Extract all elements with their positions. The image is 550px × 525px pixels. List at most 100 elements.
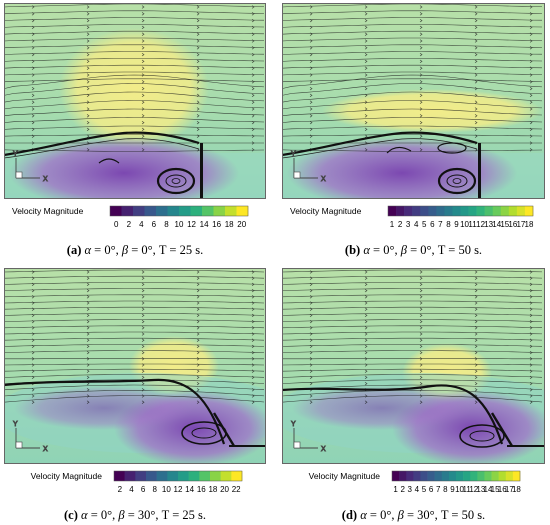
streamline-arrow: [141, 12, 145, 16]
wake-region-upstream: [14, 386, 194, 430]
streamline-arrow: [86, 357, 90, 361]
streamline-arrow: [196, 276, 200, 280]
colorbar-tick-label: 10: [455, 485, 464, 494]
streamline-arrow: [529, 394, 533, 398]
streamline-arrow: [419, 100, 423, 104]
colorbar-swatch: [133, 206, 145, 216]
streamline-arrow: [419, 148, 423, 152]
colorbar-swatch: [428, 206, 437, 216]
streamline-arrow: [141, 114, 145, 118]
streamline: [4, 44, 265, 49]
colorbar-tick-label: 1: [390, 220, 395, 229]
streamline-arrow: [309, 307, 313, 311]
streamline-arrow: [196, 301, 200, 305]
streamline-arrow: [141, 388, 145, 392]
caption-letter: (c): [64, 508, 78, 522]
caption-letter: (a): [66, 243, 82, 257]
streamline-arrow: [251, 344, 255, 349]
streamline-arrow: [141, 5, 145, 9]
streamline-arrow: [309, 107, 313, 111]
streamline-arrow: [309, 52, 313, 57]
colorbar-tick-label: 16: [197, 485, 206, 494]
streamline: [4, 368, 265, 372]
colorbar-tick-label: 2: [118, 485, 123, 494]
streamline-arrow: [474, 73, 478, 77]
streamline-arrow: [474, 127, 478, 132]
streamline: [282, 379, 543, 384]
streamline-arrow: [419, 313, 423, 318]
streamline-arrow: [474, 332, 478, 336]
colorbar-tick-label: 16: [212, 220, 221, 229]
streamline: [282, 24, 543, 28]
plot-frame: [4, 3, 266, 199]
streamline-arrow: [31, 59, 35, 64]
streamline: [4, 30, 265, 35]
caption-beta: β: [400, 243, 407, 257]
streamline-arrow: [529, 282, 533, 287]
streamline-arrow: [309, 400, 313, 404]
streamline-arrow: [251, 326, 255, 330]
streamline-arrow: [309, 141, 313, 145]
colorbar-swatch: [121, 206, 134, 216]
streamline-arrow: [31, 32, 35, 36]
streamline-arrow: [529, 39, 533, 43]
axis-origin: [293, 171, 301, 179]
streamline-arrow: [474, 301, 478, 305]
axis-y-label: Y: [13, 151, 18, 158]
panel-d-caption: (d) α = 0°, β = 30°, T = 50 s.: [282, 508, 545, 523]
streamline-arrow: [474, 25, 478, 30]
streamline: [282, 313, 543, 316]
streamline-arrow: [196, 18, 200, 23]
colorbar-swatch: [202, 206, 214, 216]
streamline-arrow: [141, 363, 145, 367]
streamline-arrow: [309, 344, 313, 349]
streamline-arrow: [364, 107, 368, 111]
streamline-arrow: [86, 369, 90, 373]
axis-y-label: Y: [13, 421, 18, 428]
streamline-arrow: [529, 375, 533, 380]
streamline-arrow: [251, 350, 255, 355]
colorbar-tick-label: 14: [185, 485, 194, 494]
colorbar-swatch: [463, 471, 471, 481]
colorbar-tick-label: 10: [460, 220, 469, 229]
streamline-arrow: [309, 46, 313, 50]
colorbar-tick-label: 20: [237, 220, 246, 229]
streamline-arrow: [31, 326, 35, 330]
streamline: [4, 74, 265, 89]
streamline-arrow: [196, 350, 200, 355]
axis-x-label: X: [43, 176, 48, 183]
colorbar-background: [282, 199, 545, 235]
streamline: [4, 306, 265, 310]
vortex-core: [459, 424, 505, 448]
plot-frame: [282, 3, 545, 199]
streamline-arrow: [419, 127, 423, 132]
streamline-arrow: [529, 32, 533, 36]
streamline-arrow: [31, 332, 35, 336]
streamline-arrow: [196, 319, 200, 324]
streamline-arrow: [196, 12, 200, 16]
streamline-arrow: [86, 307, 90, 311]
streamline-arrow: [31, 107, 35, 111]
streamline-arrow: [86, 86, 90, 91]
colorbar-tick-label: 15: [491, 485, 500, 494]
streamline-arrow: [419, 12, 423, 16]
colorbar-tick-label: 15: [500, 220, 509, 229]
streamline: [282, 319, 543, 322]
streamline-arrow: [141, 18, 145, 23]
wake-region-upstream: [292, 386, 472, 430]
colorbar-background: [4, 199, 266, 235]
axis-triad: XY: [13, 421, 49, 454]
streamline-arrow: [364, 375, 368, 380]
streamline-arrow: [141, 301, 145, 305]
streamline-arrow: [309, 295, 313, 299]
streamline-arrow: [364, 295, 368, 299]
streamline-arrow: [364, 338, 368, 342]
streamline-arrow: [419, 319, 423, 324]
secondary-vortex: [437, 142, 467, 154]
colorbar-swatch: [167, 471, 179, 481]
streamline-arrow: [196, 313, 200, 318]
streamline-arrow: [31, 86, 35, 91]
streamline-arrow: [251, 5, 255, 9]
streamline-arrow: [31, 46, 35, 50]
streamline-arrow: [529, 107, 533, 111]
